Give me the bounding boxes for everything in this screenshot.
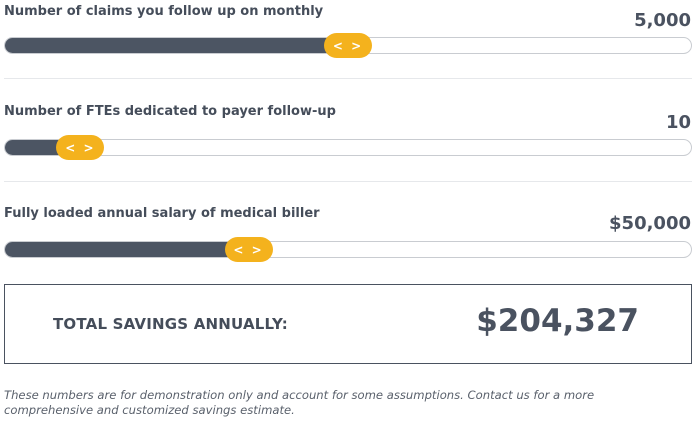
- total-savings-label: TOTAL SAVINGS ANNUALLY:: [53, 315, 288, 333]
- claims-slider-fill: [5, 38, 348, 53]
- salary-slider-value: $50,000: [609, 213, 691, 234]
- salary-slider-fill: [5, 242, 249, 257]
- claims-slider-value: 5,000: [634, 10, 691, 31]
- total-savings-box: TOTAL SAVINGS ANNUALLY: $204,327: [4, 284, 692, 364]
- fte-slider-value: 10: [665, 112, 691, 133]
- claims-slider-label: Number of claims you follow up on monthl…: [4, 4, 324, 19]
- fte-slider-track[interactable]: < >: [4, 135, 692, 160]
- claims-slider-handle[interactable]: < >: [324, 33, 372, 58]
- divider: [4, 78, 692, 79]
- salary-slider-label: Fully loaded annual salary of medical bi…: [4, 206, 320, 221]
- salary-slider-handle[interactable]: < >: [224, 237, 273, 262]
- fte-slider-label: Number of FTEs dedicated to payer follow…: [4, 104, 336, 119]
- total-savings-value: $204,327: [476, 303, 639, 339]
- divider: [4, 181, 692, 182]
- fte-slider-handle[interactable]: < >: [56, 135, 105, 160]
- claims-slider-track[interactable]: < >: [4, 33, 692, 58]
- salary-slider-track[interactable]: < >: [4, 237, 692, 262]
- disclaimer-text: These numbers are for demonstration only…: [4, 388, 595, 417]
